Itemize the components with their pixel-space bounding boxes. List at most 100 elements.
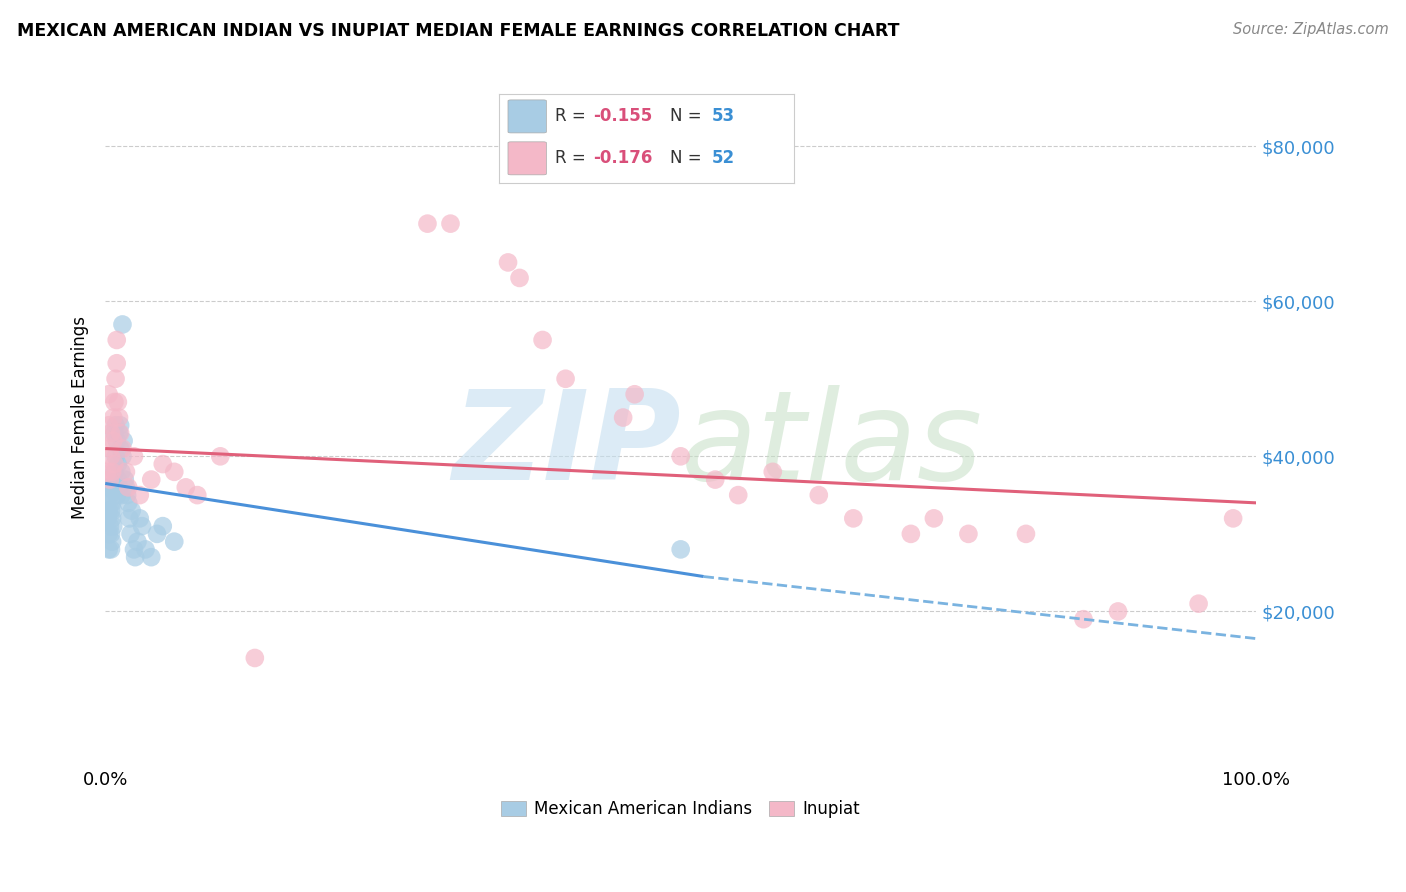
Point [1187, 597, 1209, 611]
Point [107, 473, 129, 487]
Point [96, 496, 118, 510]
Point [103, 457, 125, 471]
Point [152, 457, 174, 471]
Point [727, 488, 749, 502]
Point [97, 418, 120, 433]
Point [105, 333, 128, 347]
Text: N =: N = [671, 107, 707, 126]
Point [96, 465, 118, 479]
Point [108, 418, 131, 433]
Point [111, 318, 134, 332]
Point [118, 511, 141, 525]
Point [100, 450, 122, 464]
Text: MEXICAN AMERICAN INDIAN VS INUPIAT MEDIAN FEMALE EARNINGS CORRELATION CHART: MEXICAN AMERICAN INDIAN VS INUPIAT MEDIA… [17, 22, 900, 40]
Point [105, 488, 128, 502]
Point [141, 473, 163, 487]
Point [439, 217, 461, 231]
Point [108, 442, 131, 456]
Text: R =: R = [555, 107, 592, 126]
Point [103, 434, 125, 448]
Point [107, 457, 129, 471]
Point [174, 480, 197, 494]
Point [117, 496, 139, 510]
Point [108, 425, 131, 440]
Point [97, 387, 120, 401]
Point [416, 217, 439, 231]
Point [108, 480, 131, 494]
Text: ZIP: ZIP [451, 385, 681, 506]
Point [104, 418, 127, 433]
Point [100, 542, 122, 557]
Point [96, 480, 118, 494]
Point [131, 519, 153, 533]
Point [98, 519, 121, 533]
Point [623, 387, 645, 401]
Legend: Mexican American Indians, Inupiat: Mexican American Indians, Inupiat [495, 793, 868, 824]
Point [108, 425, 131, 440]
Text: atlas: atlas [681, 385, 983, 506]
Point [100, 527, 122, 541]
Point [97, 527, 120, 541]
Point [762, 465, 785, 479]
Text: Source: ZipAtlas.com: Source: ZipAtlas.com [1233, 22, 1389, 37]
Point [669, 450, 692, 464]
Point [496, 255, 519, 269]
Point [1073, 612, 1095, 626]
Point [122, 450, 145, 464]
Y-axis label: Median Female Earnings: Median Female Earnings [72, 316, 89, 519]
Point [115, 488, 138, 502]
Text: -0.155: -0.155 [593, 107, 652, 126]
Point [115, 465, 138, 479]
Point [1107, 604, 1129, 618]
Text: N =: N = [671, 149, 707, 168]
Point [669, 542, 692, 557]
Text: -0.176: -0.176 [593, 149, 652, 168]
Point [704, 473, 727, 487]
Point [104, 372, 127, 386]
Point [922, 511, 945, 525]
Point [107, 395, 129, 409]
Point [127, 534, 149, 549]
Point [101, 534, 124, 549]
Point [509, 271, 531, 285]
Point [111, 450, 134, 464]
Point [105, 434, 128, 448]
Point [1015, 527, 1038, 541]
Point [146, 527, 169, 541]
Point [612, 410, 634, 425]
Point [103, 465, 125, 479]
Point [101, 496, 124, 510]
Point [209, 450, 232, 464]
Point [128, 511, 150, 525]
Point [122, 542, 145, 557]
Point [101, 511, 124, 525]
Point [103, 480, 125, 494]
Point [103, 395, 125, 409]
Point [128, 488, 150, 502]
Point [112, 434, 135, 448]
Point [96, 511, 118, 525]
Point [163, 534, 186, 549]
Point [134, 542, 156, 557]
Point [110, 488, 132, 502]
Point [108, 410, 131, 425]
FancyBboxPatch shape [508, 100, 547, 133]
Point [101, 465, 124, 479]
Point [115, 480, 138, 494]
Point [117, 480, 139, 494]
Point [104, 450, 127, 464]
Point [105, 356, 128, 370]
Point [97, 503, 120, 517]
Point [98, 442, 121, 456]
Point [124, 550, 146, 565]
Point [1222, 511, 1244, 525]
Point [103, 519, 125, 533]
Point [110, 465, 132, 479]
Point [842, 511, 865, 525]
Point [114, 473, 136, 487]
Point [152, 519, 174, 533]
Point [98, 488, 121, 502]
Point [98, 473, 121, 487]
Text: 53: 53 [711, 107, 735, 126]
Text: R =: R = [555, 149, 592, 168]
